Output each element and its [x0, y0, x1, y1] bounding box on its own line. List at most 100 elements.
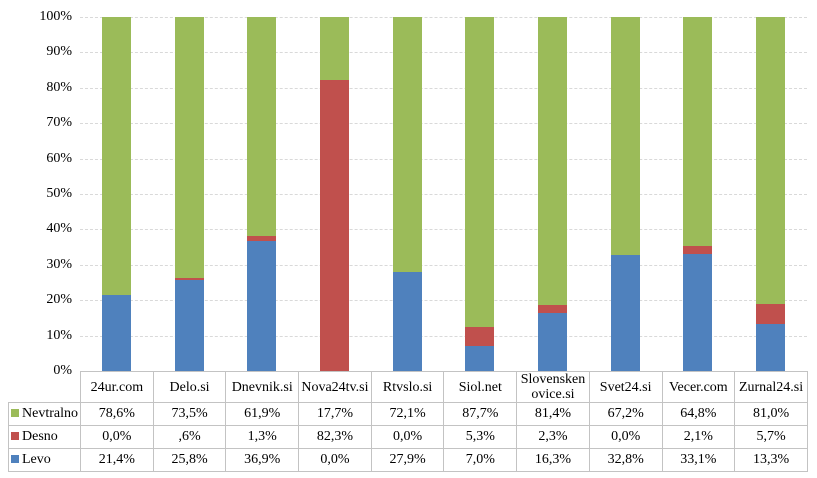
y-axis: 100% 90% 80% 70% 60% 50% 40% 30% 20% 10% 0% — [0, 9, 72, 378]
value-cell: 0,0% — [298, 448, 372, 472]
value-cell: 2,3% — [516, 425, 590, 449]
table-header-row: 24ur.com Delo.si Dnevnik.si Nova24tv.si Rtvs… — [9, 371, 808, 403]
segment-desno — [174, 277, 204, 280]
segment-desno — [319, 79, 349, 371]
bar-nova24tv-si — [319, 17, 349, 371]
segment-levo — [538, 313, 568, 371]
value-cell: 0,0% — [588, 425, 663, 449]
gridline — [80, 300, 807, 302]
y-tick-label: 80% — [46, 79, 72, 95]
value-cell: 16,3% — [516, 448, 590, 472]
gridline — [80, 158, 807, 160]
gridline — [80, 17, 807, 18]
value-cell: 73,5% — [152, 402, 227, 426]
category-header-zurnal24-si: Zurnal24.si — [734, 371, 808, 403]
value-cell: 81,4% — [516, 402, 590, 426]
value-cell: 67,2% — [588, 402, 663, 426]
value-cell: 78,6% — [80, 402, 154, 426]
segment-nevtralno — [174, 17, 204, 278]
legend-swatch-icon — [11, 432, 19, 440]
table-corner-cell — [9, 372, 81, 403]
table-row-levo: Levo 21,4% 25,8% 36,9% 0,0% 27,9% 7,0% 16,3% 32,… — [8, 448, 808, 472]
legend-label: Levo — [22, 452, 51, 467]
segment-levo — [610, 254, 640, 371]
segment-nevtralno — [756, 17, 786, 304]
y-tick-label: 70% — [46, 115, 72, 131]
bar-dnevnik-si — [247, 17, 277, 371]
y-tick-label: 10% — [46, 327, 72, 343]
segment-levo — [174, 279, 204, 371]
category-header-svet24-si: Svet24.si — [588, 371, 663, 403]
legend-label: Desno — [22, 429, 58, 444]
segment-levo — [465, 346, 495, 371]
category-header-delo-si: Delo.si — [152, 371, 227, 403]
gridline — [80, 229, 807, 231]
segment-levo — [101, 295, 131, 371]
y-tick-label: 60% — [46, 150, 72, 166]
table-row-nevtralno: Nevtralno 78,6% 73,5% 61,9% 17,7% 72,1% 87,7% 8… — [8, 402, 808, 426]
value-cell: 7,0% — [443, 448, 518, 472]
value-cell: 82,3% — [298, 425, 372, 449]
value-cell: 5,7% — [734, 425, 808, 449]
value-cell: 32,8% — [588, 448, 663, 472]
segment-levo — [392, 272, 422, 371]
y-tick-label: 30% — [46, 256, 72, 272]
legend-key-levo: Levo — [8, 448, 81, 472]
segment-desno — [756, 303, 786, 324]
value-cell: 81,0% — [734, 402, 808, 426]
value-cell: 17,7% — [298, 402, 372, 426]
gridline — [80, 264, 807, 266]
segment-desno — [247, 235, 277, 241]
plot-area — [80, 17, 807, 371]
value-cell: 27,9% — [370, 448, 445, 472]
segment-nevtralno — [392, 17, 422, 273]
value-cell: 0,0% — [370, 425, 445, 449]
value-cell: 21,4% — [80, 448, 154, 472]
value-cell: 36,9% — [225, 448, 300, 472]
bar-rtvslo-si — [392, 17, 422, 371]
gridline — [80, 87, 807, 89]
segment-desno — [538, 305, 568, 314]
value-cell: 13,3% — [734, 448, 808, 472]
gridline — [80, 194, 807, 195]
value-cell: 2,1% — [661, 425, 736, 449]
segment-nevtralno — [101, 17, 131, 296]
value-cell: 61,9% — [225, 402, 300, 426]
segment-nevtralno — [538, 17, 568, 306]
y-tick-label: 40% — [46, 221, 72, 237]
segment-levo — [247, 240, 277, 371]
legend-swatch-icon — [11, 409, 19, 417]
value-cell: 33,1% — [661, 448, 736, 472]
segment-levo — [683, 253, 713, 371]
segment-desno — [683, 246, 713, 254]
gridline — [80, 123, 807, 125]
category-header-24ur-com: 24ur.com — [80, 371, 154, 403]
value-cell: ,6% — [152, 425, 227, 449]
value-cell: 64,8% — [661, 402, 736, 426]
value-cell: 72,1% — [370, 402, 445, 426]
bar-vecer-com — [683, 17, 713, 371]
bar-delo-si — [174, 17, 204, 371]
segment-nevtralno — [683, 17, 713, 247]
value-cell: 1,3% — [225, 425, 300, 449]
segment-nevtralno — [319, 17, 349, 80]
segment-nevtralno — [247, 17, 277, 236]
legend-label: Nevtralno — [22, 406, 78, 421]
legend-swatch-icon — [11, 455, 19, 463]
gridline — [80, 335, 807, 337]
category-header-siol-net: Siol.net — [443, 371, 518, 403]
y-tick-label: 100% — [39, 9, 72, 24]
bar-24ur-com — [101, 17, 131, 371]
bar-svet24-si — [610, 17, 640, 371]
category-header-rtvslo-si: Rtvslo.si — [370, 371, 445, 403]
bar-zurnal24-si — [756, 17, 786, 371]
chart-data-table: 24ur.com Delo.si Dnevnik.si Nova24tv.si Rtvs… — [8, 371, 808, 472]
y-tick-label: 20% — [46, 292, 72, 308]
table-row-desno: Desno 0,0% ,6% 1,3% 82,3% 0,0% 5,3% 2,3% 0,0% 2,1… — [8, 425, 808, 449]
segment-levo — [756, 323, 786, 371]
category-header-nova24tv-si: Nova24tv.si — [298, 371, 372, 403]
value-cell: 25,8% — [152, 448, 227, 472]
y-tick-label: 90% — [46, 44, 72, 60]
value-cell: 87,7% — [443, 402, 518, 426]
